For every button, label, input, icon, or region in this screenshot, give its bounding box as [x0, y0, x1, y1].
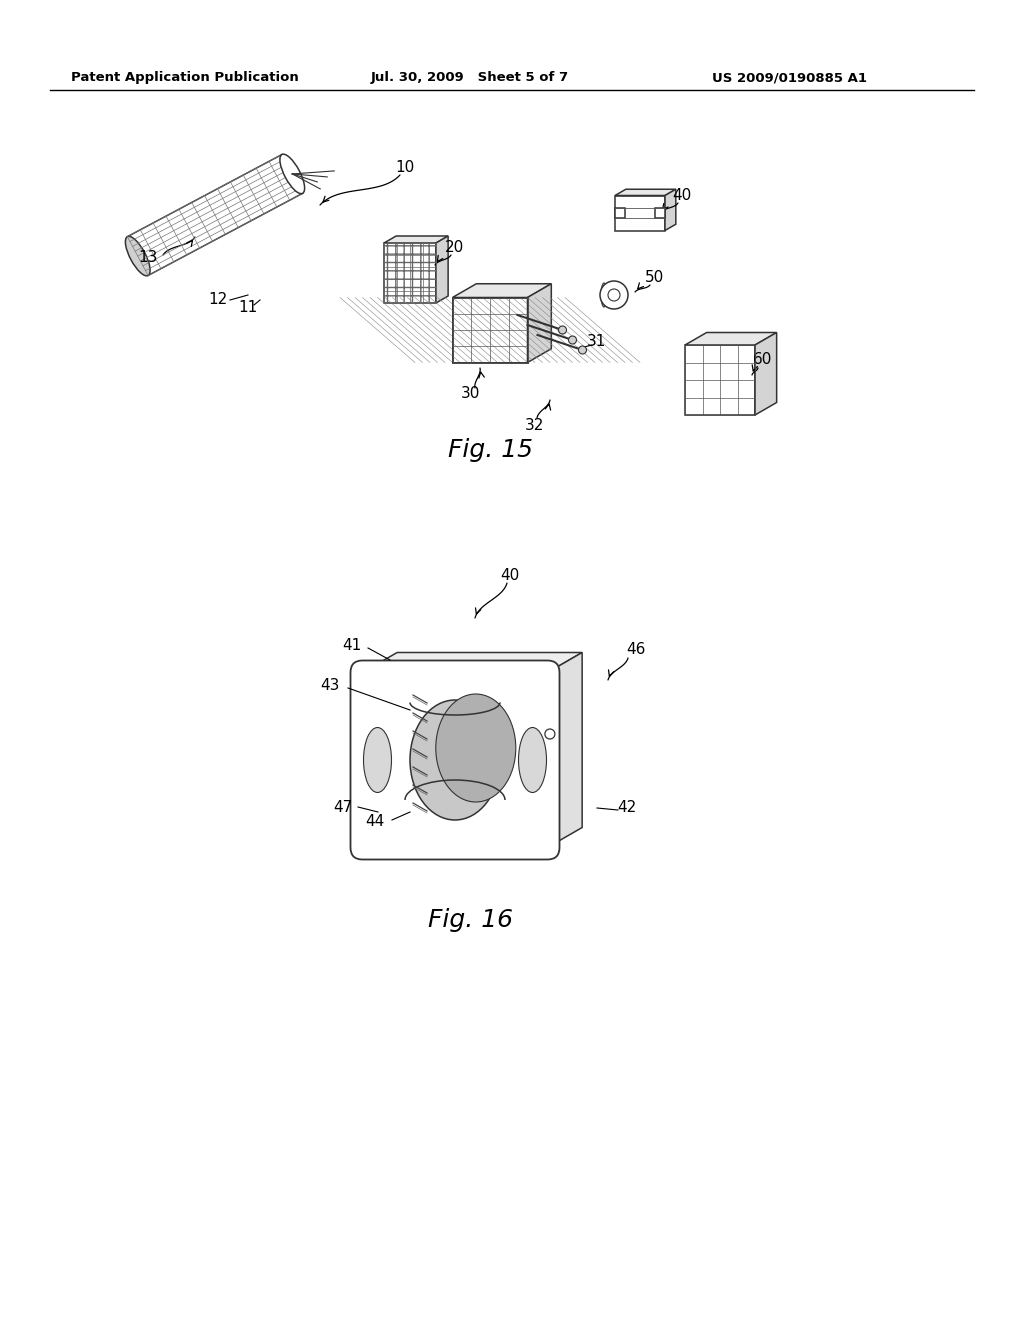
Text: 50: 50	[645, 271, 665, 285]
Circle shape	[579, 346, 587, 354]
Polygon shape	[615, 195, 665, 231]
Ellipse shape	[436, 694, 516, 803]
Circle shape	[545, 729, 555, 739]
Text: Fig. 16: Fig. 16	[427, 908, 512, 932]
Polygon shape	[685, 333, 776, 345]
Polygon shape	[655, 209, 665, 218]
Ellipse shape	[601, 282, 607, 308]
Polygon shape	[615, 189, 676, 195]
Polygon shape	[615, 209, 625, 218]
Polygon shape	[453, 297, 527, 363]
Text: 44: 44	[366, 814, 385, 829]
Polygon shape	[453, 284, 551, 297]
Circle shape	[608, 289, 620, 301]
Text: 12: 12	[208, 293, 227, 308]
FancyBboxPatch shape	[350, 660, 559, 859]
Polygon shape	[527, 284, 551, 363]
Circle shape	[568, 337, 577, 345]
Ellipse shape	[125, 236, 151, 276]
Text: Fig. 15: Fig. 15	[447, 438, 532, 462]
Ellipse shape	[518, 727, 547, 792]
Text: 40: 40	[673, 187, 691, 202]
Polygon shape	[665, 189, 676, 231]
Ellipse shape	[364, 727, 391, 792]
Text: 43: 43	[321, 678, 340, 693]
Text: 40: 40	[501, 568, 519, 582]
Text: 31: 31	[587, 334, 605, 350]
Text: 10: 10	[395, 160, 415, 174]
Text: 42: 42	[617, 800, 637, 816]
Polygon shape	[436, 236, 449, 304]
Ellipse shape	[410, 700, 500, 820]
Text: 13: 13	[138, 251, 158, 265]
Text: 60: 60	[754, 352, 773, 367]
Text: 47: 47	[334, 800, 352, 816]
Polygon shape	[127, 154, 302, 276]
Polygon shape	[384, 243, 436, 304]
Text: 30: 30	[461, 385, 479, 400]
Text: Patent Application Publication: Patent Application Publication	[71, 71, 299, 84]
Circle shape	[600, 281, 628, 309]
Polygon shape	[685, 345, 755, 414]
Polygon shape	[384, 236, 449, 243]
Polygon shape	[755, 333, 776, 414]
Text: 41: 41	[342, 638, 361, 652]
Text: 20: 20	[445, 240, 465, 256]
Ellipse shape	[280, 154, 304, 194]
Text: Jul. 30, 2009   Sheet 5 of 7: Jul. 30, 2009 Sheet 5 of 7	[371, 71, 569, 84]
Text: US 2009/0190885 A1: US 2009/0190885 A1	[713, 71, 867, 84]
Circle shape	[558, 326, 566, 334]
Text: 32: 32	[525, 417, 545, 433]
Polygon shape	[548, 652, 582, 847]
Text: 11: 11	[239, 301, 258, 315]
Polygon shape	[362, 652, 582, 672]
Text: 46: 46	[627, 643, 646, 657]
